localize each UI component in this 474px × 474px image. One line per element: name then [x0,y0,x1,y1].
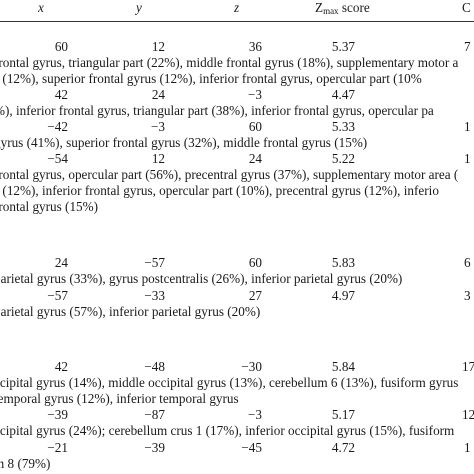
cell-z: −3 [247,407,262,422]
cell-z: 24 [248,151,262,166]
zmax-suffix: score [338,0,370,15]
col-header-y: y [136,0,142,15]
cell-y: 24 [151,87,165,102]
region-description: parietal gyrus (33%), gyrus postcentrali… [0,271,403,286]
cell-x: 60 [54,39,68,54]
cell-y: −3 [150,119,165,134]
cell-y: −39 [144,440,165,455]
table-row: 42 24 −3 4.47 [0,87,474,103]
region-description: m 8 (79%) [0,456,51,471]
table-row: 24 −57 60 5.83 6 [0,255,474,271]
cell-y: −87 [144,407,165,422]
cell-y: −57 [144,255,165,270]
region-description: frontal gyrus, opercular part (56%), pre… [0,167,459,182]
cell-zmax: 4.72 [331,440,355,455]
cell-y: 12 [151,151,165,166]
cell-z: 27 [248,288,262,303]
table-row: −39 −87 −3 5.17 12 [0,407,474,423]
cell-zmax: 5.33 [331,119,355,134]
cell-x: −39 [47,407,68,422]
table-row: −54 12 24 5.22 1 [0,151,474,167]
cell-zmax: 5.83 [331,255,355,270]
table-row: 60 12 36 5.37 7 [0,39,474,55]
cell-last: 7 [464,39,471,54]
cell-last: 1 [464,119,471,134]
region-description: temporal gyrus (12%), inferior temporal … [0,391,239,406]
cell-x: 24 [54,255,68,270]
table-row: −21 −39 −45 4.72 1 [0,440,474,456]
cell-zmax: 5.22 [331,151,355,166]
cell-x: 42 [54,87,68,102]
cell-y: −33 [144,288,165,303]
col-header-x: x [38,0,44,15]
region-description: %), inferior frontal gyrus, triangular p… [0,103,434,118]
region-description: ccipital gyrus (14%), middle occipital g… [0,375,459,390]
region-description: s (12%), superior frontal gyrus (12%), i… [0,71,422,86]
cell-zmax: 4.47 [331,87,355,102]
cell-x: −21 [47,440,68,455]
cell-z: 60 [248,119,262,134]
col-header-last: C [462,0,471,15]
cell-y: −48 [144,359,165,374]
col-header-zmax: Zmax score [315,0,370,19]
region-description: s (12%), inferior frontal gyrus, opercul… [0,183,439,198]
cell-z: 36 [248,39,262,54]
region-description: frontal gyrus (15%) [0,199,99,214]
table-row: −57 −33 27 4.97 3 [0,288,474,304]
cell-z: 60 [248,255,262,270]
cell-zmax: 5.37 [331,39,355,54]
cell-x: 42 [54,359,68,374]
zmax-letter: Z [315,0,324,15]
region-description: frontal gyrus, triangular part (22%), mi… [0,55,459,70]
col-header-z: z [234,0,240,15]
cell-y: 12 [151,39,165,54]
cell-last: 1 [464,151,471,166]
cell-z: −45 [241,440,262,455]
region-description: parietal gyrus (57%), inferior parietal … [0,304,261,319]
region-description: gyrus (41%), superior frontal gyrus (32%… [0,135,368,150]
table-row: −42 −3 60 5.33 1 [0,119,474,135]
cell-last: 17 [462,359,474,374]
cell-x: −54 [47,151,68,166]
region-description: ccipital gyrus (24%); cerebellum crus 1 … [0,423,455,438]
header-rule [0,21,474,22]
cell-last: 1 [464,440,471,455]
cell-x: −42 [47,119,68,134]
cell-last: 3 [464,288,471,303]
table-row: 42 −48 −30 5.84 17 [0,359,474,375]
zmax-subscript: max [323,6,339,16]
cell-z: −30 [241,359,262,374]
cell-zmax: 5.17 [331,407,355,422]
cell-last: 12 [462,407,474,422]
cell-zmax: 5.84 [331,359,355,374]
cell-last: 6 [464,255,471,270]
cell-x: −57 [47,288,68,303]
cell-zmax: 4.97 [331,288,355,303]
cell-z: −3 [247,87,262,102]
